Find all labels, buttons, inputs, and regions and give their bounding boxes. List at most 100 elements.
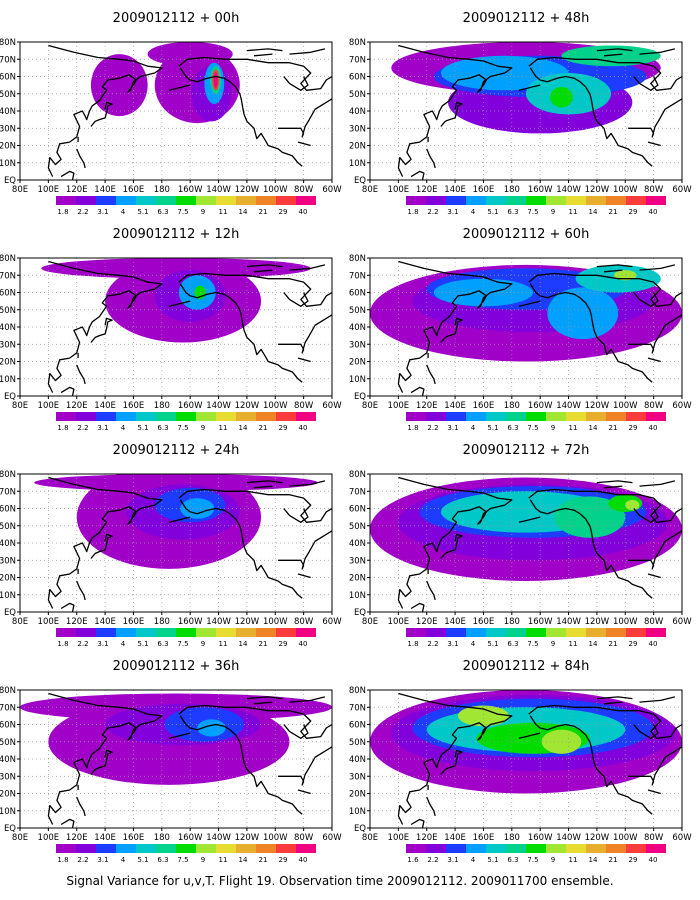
y-tick-label: 70N xyxy=(349,271,366,281)
coastline xyxy=(297,573,311,579)
legend-swatch xyxy=(526,844,546,853)
y-tick-label: EQ xyxy=(4,176,16,186)
legend-label: 40 xyxy=(649,208,658,216)
legend-label: 21 xyxy=(609,208,618,216)
legend-swatch xyxy=(586,196,606,205)
y-tick-label: 20N xyxy=(349,790,366,800)
legend-swatch xyxy=(256,844,276,853)
x-tick-label: 120W xyxy=(585,185,610,195)
coastline xyxy=(278,746,332,786)
coastline xyxy=(528,272,682,307)
y-tick-label: 40N xyxy=(349,323,366,333)
legend-swatch xyxy=(606,844,626,853)
legend-label: 6.3 xyxy=(157,208,168,216)
legend-label: 2.2 xyxy=(77,856,88,864)
y-tick-label: 60N xyxy=(0,289,16,299)
legend-label: 9 xyxy=(201,856,205,864)
x-tick-label: 140E xyxy=(94,401,116,411)
x-tick-label: 140W xyxy=(206,401,231,411)
variance-field xyxy=(370,477,682,581)
x-tick-label: 140W xyxy=(556,401,581,411)
x-tick-label: 100E xyxy=(38,833,60,843)
coastline xyxy=(253,701,273,705)
coastline xyxy=(168,732,191,739)
panel-title: 2009012112 + 60h xyxy=(463,227,590,242)
coastlines xyxy=(397,476,682,612)
coastline xyxy=(76,364,86,385)
legend-label: 1.8 xyxy=(407,640,418,648)
y-tick-label: 80N xyxy=(349,254,366,264)
x-tick-label: 140E xyxy=(94,833,116,843)
legend-label: 7.5 xyxy=(527,208,538,216)
x-tick-label: 60W xyxy=(322,833,342,843)
legend-swatch xyxy=(116,628,136,637)
legend-label: 7.5 xyxy=(177,208,188,216)
figure-caption: Signal Variance for u,v,T. Flight 19. Ob… xyxy=(66,874,613,888)
x-tick-label: 120E xyxy=(416,401,438,411)
legend-swatch xyxy=(216,628,236,637)
panels: 2009012112 + 00h 80E 100E 120E 140E 160E 180 16… xyxy=(0,11,692,864)
y-tick-label: 60N xyxy=(349,721,366,731)
legend-swatch xyxy=(626,196,646,205)
legend-swatch xyxy=(96,628,116,637)
legend-label: 11 xyxy=(219,208,228,216)
coastline xyxy=(518,516,541,523)
legend-swatch xyxy=(256,412,276,421)
legend-swatch xyxy=(236,628,256,637)
y-tick-label: 80N xyxy=(349,38,366,48)
legend-label: 2.2 xyxy=(77,208,88,216)
map-panel: 2009012112 + 36h 80E 100E 120E 140E 160E 180 16… xyxy=(0,659,342,864)
y-tick-label: 80N xyxy=(349,686,366,696)
x-tick-label: 100W xyxy=(613,185,638,195)
legend-swatch xyxy=(276,628,296,637)
y-tick-label: 50N xyxy=(0,306,16,316)
legend-swatch xyxy=(116,196,136,205)
legend-label: 2.2 xyxy=(427,208,438,216)
color-legend: 1.8 2.2 3.1 4 5.1 6.3 7.5 9 11 14 21 29 40 xyxy=(56,196,316,216)
coastline xyxy=(397,44,513,177)
coastline xyxy=(628,530,682,570)
color-legend: 1.8 2.2 3.1 4 5.1 6.3 7.5 9 11 14 21 29 40 xyxy=(406,628,666,648)
legend-label: 3.1 xyxy=(97,208,108,216)
legend-label: 5.1 xyxy=(487,424,498,432)
legend-swatch xyxy=(486,628,506,637)
legend-swatch xyxy=(426,844,446,853)
coastline xyxy=(397,692,513,825)
legend-label: 11 xyxy=(569,856,578,864)
legend-swatch xyxy=(156,412,176,421)
x-tick-label: 140W xyxy=(556,185,581,195)
x-tick-label: 60W xyxy=(672,185,692,195)
coastline xyxy=(596,480,633,484)
x-tick-label: 60W xyxy=(322,401,342,411)
legend-label: 5.1 xyxy=(137,208,148,216)
grid-lines xyxy=(370,258,682,396)
legend-swatch xyxy=(446,844,466,853)
x-tick-label: 120W xyxy=(235,617,260,627)
legend-swatch xyxy=(426,196,446,205)
y-tick-label: 70N xyxy=(349,55,366,65)
legend-label: 21 xyxy=(609,856,618,864)
legend-swatch xyxy=(586,844,606,853)
coastline xyxy=(168,516,191,523)
coastline xyxy=(246,264,283,268)
x-tick-label: 100E xyxy=(38,185,60,195)
x-tick-label: 120W xyxy=(585,833,610,843)
y-tick-label: 60N xyxy=(349,73,366,83)
legend-label: 29 xyxy=(279,856,288,864)
coastline xyxy=(246,696,283,700)
x-tick-label: 80E xyxy=(12,617,28,627)
legend-swatch xyxy=(156,196,176,205)
coastline xyxy=(47,692,163,825)
coastline xyxy=(178,56,332,91)
y-tick-label: 30N xyxy=(0,772,16,782)
x-tick-label: 120E xyxy=(416,617,438,627)
legend-swatch xyxy=(486,844,506,853)
x-tick-label: 120E xyxy=(416,833,438,843)
legend-label: 9 xyxy=(551,856,555,864)
color-legend: 1.8 2.2 3.1 4 5.1 6.3 7.5 9 11 14 21 29 40 xyxy=(406,196,666,216)
coastline xyxy=(529,715,653,815)
variance-blob xyxy=(433,278,534,307)
legend-swatch xyxy=(136,844,156,853)
color-legend: 1.8 2.2 3.1 4 5.1 6.3 7.5 9 11 14 21 29 40 xyxy=(56,412,316,432)
